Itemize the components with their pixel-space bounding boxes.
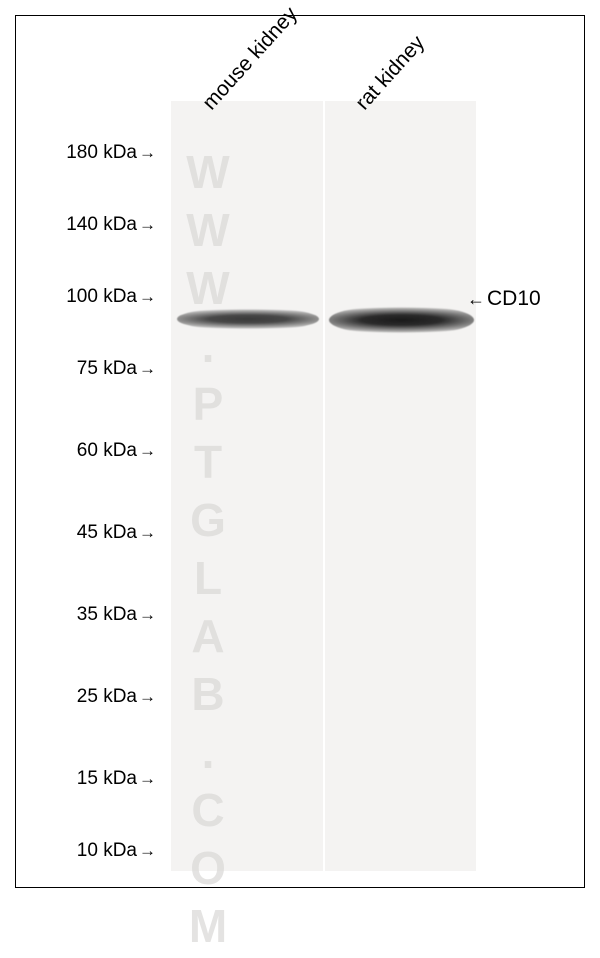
arrow-right-icon: → [139, 687, 156, 706]
arrow-right-icon: → [139, 605, 156, 624]
arrow-right-icon: → [139, 441, 156, 460]
arrow-left-icon: ← [467, 289, 485, 309]
figure-frame: WWW.PTGLAB.COM ←CD10 180 kDa→140 kDa→100… [15, 15, 585, 888]
mw-marker-label: 15 kDa→ [77, 768, 156, 790]
arrow-right-icon: → [139, 215, 156, 234]
mw-marker-text: 60 kDa [77, 440, 137, 461]
mw-marker-text: 25 kDa [77, 686, 137, 707]
arrow-right-icon: → [139, 841, 156, 860]
mw-marker-text: 100 kDa [66, 286, 137, 307]
mw-marker-label: 140 kDa→ [66, 214, 156, 236]
protein-band [177, 309, 319, 329]
mw-marker-label: 45 kDa→ [77, 522, 156, 544]
arrow-right-icon: → [139, 523, 156, 542]
mw-marker-label: 180 kDa→ [66, 142, 156, 164]
mw-marker-text: 10 kDa [77, 840, 137, 861]
mw-marker-text: 45 kDa [77, 522, 137, 543]
arrow-right-icon: → [139, 143, 156, 162]
arrow-right-icon: → [139, 359, 156, 378]
arrow-right-icon: → [139, 769, 156, 788]
lane-divider [323, 101, 325, 871]
mw-marker-text: 35 kDa [77, 604, 137, 625]
mw-marker-text: 15 kDa [77, 768, 137, 789]
mw-marker-label: 60 kDa→ [77, 440, 156, 462]
mw-marker-text: 75 kDa [77, 358, 137, 379]
mw-marker-text: 140 kDa [66, 214, 137, 235]
mw-marker-label: 25 kDa→ [77, 686, 156, 708]
mw-marker-label: 10 kDa→ [77, 840, 156, 862]
lane-label: mouse kidney [198, 3, 303, 115]
arrow-right-icon: → [139, 287, 156, 306]
mw-marker-label: 100 kDa→ [66, 286, 156, 308]
target-label: ←CD10 [467, 287, 541, 311]
mw-marker-label: 75 kDa→ [77, 358, 156, 380]
protein-band [329, 307, 474, 333]
target-name: CD10 [487, 287, 541, 310]
mw-marker-text: 180 kDa [66, 142, 137, 163]
mw-marker-label: 35 kDa→ [77, 604, 156, 626]
blot-membrane [171, 101, 476, 871]
